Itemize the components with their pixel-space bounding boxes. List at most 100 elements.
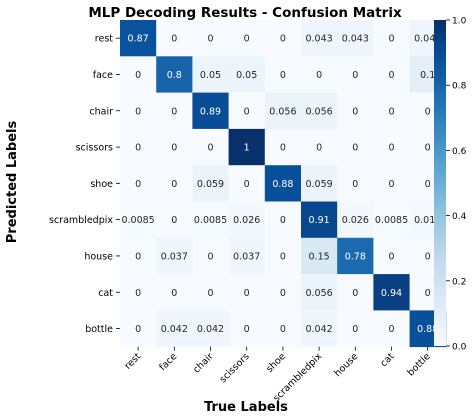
cell-value-label: 0 [425, 143, 431, 154]
heatmap-cell [301, 310, 338, 348]
heatmap-cell [156, 310, 193, 348]
cell-value-label: 0.91 [309, 215, 330, 226]
heatmap-cell [264, 56, 302, 93]
heatmap-cell [301, 274, 338, 311]
y-tick-label: scissors [76, 143, 113, 154]
heatmap-cell [192, 128, 229, 166]
cell-value-label: 0 [280, 324, 286, 335]
cell-value-label: 0 [207, 143, 213, 154]
heatmap-cell [301, 201, 338, 239]
cell-value-label: 0 [280, 251, 286, 262]
cell-value-label: 0 [425, 251, 431, 262]
heatmap-cell [120, 56, 157, 93]
cell-value-label: 0.059 [305, 179, 332, 190]
heatmap-cell [120, 20, 157, 57]
heatmap-cell [156, 237, 193, 275]
cell-value-label: 0 [171, 34, 177, 45]
heatmap-cell [373, 20, 410, 57]
heatmap-cell [228, 201, 266, 239]
heatmap-cell [228, 20, 266, 57]
cell-value-label: 0.017 [414, 215, 441, 226]
cell-value-label: 0 [280, 288, 286, 299]
y-tick-label: cat [98, 288, 113, 299]
cell-value-label: 0.026 [233, 215, 260, 226]
cell-value-label: 0 [171, 215, 177, 226]
cell-value-label: 0 [388, 251, 394, 262]
heatmap-cell [264, 128, 302, 166]
y-tick-label: house [84, 251, 113, 262]
heatmap-cell [301, 237, 338, 275]
heatmap-cell [156, 20, 193, 57]
cell-value-label: 0 [352, 179, 358, 190]
colorbar-tick-label: 0.0 [452, 343, 467, 353]
colorbar [434, 20, 446, 346]
colorbar-tick-label: 0.2 [452, 277, 466, 287]
y-tick-label: bottle [85, 324, 113, 335]
heatmap-cell [373, 56, 410, 93]
cell-value-label: 0.043 [342, 34, 369, 45]
y-tick-label: face [93, 70, 113, 81]
heatmap-cell [120, 237, 157, 275]
heatmap-cell [337, 237, 374, 275]
heatmap-cell [301, 128, 338, 166]
cell-value-label: 0 [207, 288, 213, 299]
cell-value-label: 0.87 [128, 34, 149, 45]
cell-value-label: 0.043 [305, 34, 332, 45]
x-tick-label: shoe [264, 351, 288, 375]
heatmap-cell [264, 274, 302, 311]
heatmap-cell [337, 310, 374, 348]
cell-value-label: 0.15 [309, 251, 330, 262]
heatmap-cell [192, 201, 229, 239]
heatmap-cell [156, 201, 193, 239]
heatmap-cell [264, 165, 302, 202]
cell-value-label: 0.042 [161, 324, 188, 335]
cell-value-label: 0 [207, 251, 213, 262]
heatmap-cell [373, 92, 410, 130]
y-tick-label: rest [95, 34, 113, 45]
heatmap-cell [228, 237, 266, 275]
heatmap-cell [156, 274, 193, 311]
colorbar-tick-label: 0.4 [452, 212, 467, 222]
cell-value-label: 0 [244, 324, 250, 335]
cell-value-label: 0 [280, 70, 286, 81]
cell-value-label: 0.059 [197, 179, 224, 190]
chart-title: MLP Decoding Results - Confusion Matrix [88, 5, 402, 21]
cell-value-label: 0 [352, 143, 358, 154]
heatmap-cell [120, 92, 157, 130]
cell-value-label: 0.78 [345, 251, 366, 262]
y-axis-ticks: rest face chair scissors shoe scrambledpix hou… [49, 34, 120, 335]
cell-value-label: 0 [425, 106, 431, 117]
cell-value-label: 0 [171, 106, 177, 117]
heatmap-cell [264, 20, 302, 57]
cell-value-label: 0 [171, 288, 177, 299]
cell-value-label: 0.88 [417, 324, 438, 335]
heatmap-cell [120, 201, 157, 239]
cell-value-label: 0.8 [167, 70, 182, 81]
cell-value-label: 0 [352, 70, 358, 81]
heatmap-cell [192, 20, 229, 57]
cell-value-label: 0 [171, 143, 177, 154]
heatmap-cell [228, 92, 266, 130]
heatmap-cell [192, 92, 229, 130]
heatmap-cell [228, 165, 266, 202]
cell-value-label: 0 [135, 143, 141, 154]
cell-value-label: 0 [135, 251, 141, 262]
cell-value-label: 0 [280, 143, 286, 154]
cell-value-label: 0 [316, 143, 322, 154]
cell-value-label: 0.056 [305, 288, 332, 299]
heatmap-cell [337, 165, 374, 202]
heatmap-cell [192, 274, 229, 311]
heatmap-cell [156, 92, 193, 130]
cell-value-label: 0 [135, 106, 141, 117]
colorbar-tick-label: 1.0 [452, 17, 467, 27]
heatmap-cell [337, 20, 374, 57]
heatmap-cell [192, 237, 229, 275]
cell-value-label: 0 [352, 324, 358, 335]
heatmap-cell [120, 274, 157, 311]
heatmap-cell [373, 201, 410, 239]
cell-value-label: 0.94 [381, 288, 402, 299]
heatmap-cell [228, 128, 266, 166]
heatmap-cell [301, 165, 338, 202]
cell-value-label: 0.043 [414, 34, 441, 45]
